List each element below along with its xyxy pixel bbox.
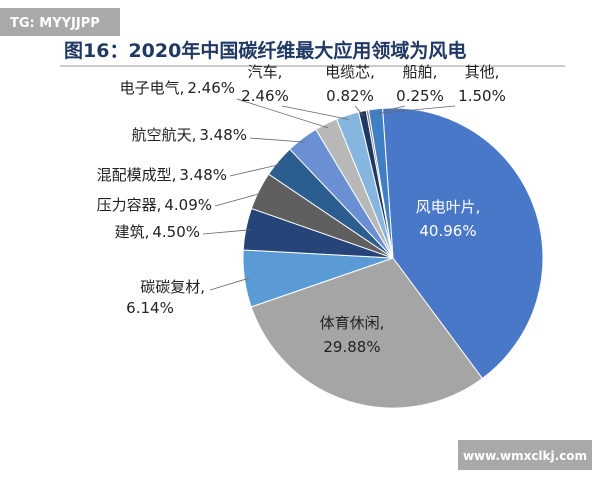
pie-slice: [250, 257, 484, 409]
slice-category: 碳碳复材,: [140, 278, 205, 296]
pie-slice: [367, 107, 394, 259]
slice-value: 2.46%: [241, 87, 289, 105]
leader-line: [214, 192, 264, 207]
slice-category: 电子电气,: [120, 79, 185, 97]
slice-category: 电缆芯,: [325, 63, 375, 81]
slice-value: 4.50%: [152, 223, 200, 241]
slice-value: 0.25%: [396, 87, 444, 105]
watermark: TG: MYYJJPP: [10, 16, 100, 31]
leader-line: [375, 105, 456, 114]
slice-category: 混配模成型,: [97, 166, 177, 184]
leader-line: [229, 163, 283, 177]
slice-value: 6.14%: [126, 299, 174, 317]
pie-slice: [382, 107, 544, 380]
leader-line: [209, 277, 250, 291]
slice-category: 风电叶片,: [416, 198, 481, 216]
slice-category: 建筑,: [115, 223, 150, 241]
slice-label: 混配模成型, 3.48%: [97, 166, 227, 184]
slice-category: 船舶,: [403, 63, 438, 81]
slice-label: 电子电气, 2.46%: [120, 79, 235, 97]
leader-line: [281, 105, 349, 120]
chart-title: 图16：2020年中国碳纤维最大应用领域为风电: [64, 39, 466, 62]
watermark-box: [0, 8, 120, 36]
slice-category: 压力容器,: [97, 196, 162, 214]
slice-label: 建筑, 4.50%: [115, 223, 200, 241]
watermark-box: [458, 440, 592, 470]
slice-value: 40.96%: [419, 222, 476, 240]
leader-line: [236, 98, 329, 129]
leader-line: [354, 105, 364, 116]
slice-value: 1.50%: [458, 87, 506, 105]
slice-value: 0.82%: [326, 87, 374, 105]
slice-category: 体育休闲,: [320, 314, 385, 332]
watermark: www.wmxclkj.com: [463, 449, 587, 463]
slice-label: 压力容器, 4.09%: [97, 196, 212, 214]
slice-value: 3.48%: [179, 166, 227, 184]
slice-label: 航空航天, 3.48%: [132, 126, 247, 144]
slice-value: 4.09%: [164, 196, 212, 214]
slice-value: 29.88%: [323, 338, 380, 356]
slice-category: 汽车,: [248, 63, 283, 81]
slice-value: 2.46%: [187, 79, 235, 97]
leader-line: [202, 229, 251, 235]
slice-value: 3.48%: [199, 126, 247, 144]
slice-category: 航空航天,: [132, 126, 197, 144]
leader-line: [249, 137, 306, 143]
slice-category: 其他,: [465, 63, 500, 81]
